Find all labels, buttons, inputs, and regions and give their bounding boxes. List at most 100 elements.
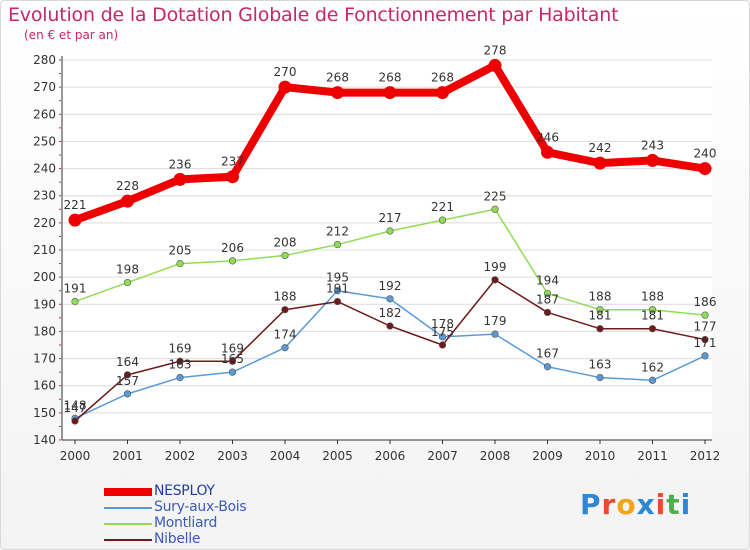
data-point <box>701 311 709 319</box>
x-tick-label: 2004 <box>270 449 301 463</box>
data-label: 268 <box>326 71 349 85</box>
data-label: 169 <box>221 341 244 355</box>
data-point <box>333 297 342 306</box>
data-point <box>121 194 134 208</box>
y-tick-label: 220 <box>33 216 56 230</box>
logo-letter: i <box>680 488 692 521</box>
data-point <box>488 58 502 72</box>
data-label: 198 <box>116 263 139 277</box>
logo-letter: x <box>636 488 656 521</box>
data-label: 188 <box>641 290 664 304</box>
y-tick-label: 210 <box>33 243 56 257</box>
data-label: 175 <box>431 325 454 339</box>
y-tick-label: 140 <box>33 433 56 447</box>
data-point <box>541 145 554 159</box>
data-label: 169 <box>169 341 192 355</box>
legend-label: NESPLOY <box>154 483 215 499</box>
y-tick-label: 260 <box>33 107 56 121</box>
data-point <box>646 153 659 167</box>
data-point <box>491 330 499 338</box>
data-point <box>543 289 552 298</box>
logo-letter: P <box>580 488 602 521</box>
data-label: 208 <box>274 235 297 249</box>
data-point <box>123 278 132 287</box>
data-label: 195 <box>326 271 349 285</box>
data-point <box>438 216 447 224</box>
chart-subtitle: (en € et par an) <box>24 28 119 42</box>
data-point <box>71 417 79 425</box>
data-label: 242 <box>589 141 612 155</box>
data-point <box>281 306 289 314</box>
data-point <box>648 306 657 314</box>
data-label: 163 <box>589 358 612 372</box>
data-label: 171 <box>694 336 717 350</box>
plot-area <box>62 56 712 440</box>
y-tick-label: 270 <box>33 80 56 94</box>
data-label: 188 <box>274 290 297 304</box>
y-tick-label: 240 <box>33 162 56 176</box>
data-point <box>648 325 657 333</box>
data-label: 181 <box>641 309 664 323</box>
data-label: 199 <box>484 260 507 274</box>
y-tick-label: 230 <box>33 189 56 203</box>
data-label: 212 <box>326 225 349 239</box>
data-point <box>438 333 447 341</box>
y-tick-label: 150 <box>33 406 56 420</box>
data-label: 163 <box>169 358 192 372</box>
data-label: 162 <box>641 360 664 374</box>
data-label: 268 <box>431 71 454 85</box>
data-label: 191 <box>326 282 349 296</box>
data-label: 177 <box>694 320 717 334</box>
data-point <box>71 297 79 306</box>
data-label: 237 <box>221 155 244 169</box>
data-label: 221 <box>431 200 454 214</box>
data-point <box>281 344 289 352</box>
x-tick-label: 2009 <box>532 449 563 463</box>
data-label: 174 <box>274 328 297 342</box>
logo-letter: i <box>655 488 667 521</box>
data-point <box>596 306 604 314</box>
x-tick-label: 2006 <box>375 449 406 463</box>
data-point <box>698 162 712 176</box>
data-point <box>228 257 237 265</box>
data-point <box>701 352 709 360</box>
data-point <box>176 259 184 268</box>
x-tick-label: 2002 <box>165 449 196 463</box>
data-point <box>596 373 604 382</box>
data-point <box>543 308 552 317</box>
y-tick-label: 280 <box>33 53 56 67</box>
data-point <box>278 80 292 94</box>
chart-title: Evolution de la Dotation Globale de Fonc… <box>8 4 619 26</box>
y-tick-label: 170 <box>33 352 56 366</box>
data-label: 192 <box>379 279 402 293</box>
data-label: 243 <box>641 138 664 152</box>
data-point <box>331 86 344 100</box>
data-label: 191 <box>64 282 87 296</box>
y-tick-label: 180 <box>33 324 56 338</box>
data-label: 205 <box>169 244 192 258</box>
y-tick-label: 250 <box>33 134 56 148</box>
data-point <box>491 205 499 213</box>
x-tick-label: 2011 <box>637 449 668 463</box>
data-point <box>281 251 289 260</box>
x-tick-label: 2007 <box>427 449 458 463</box>
data-point <box>386 295 394 303</box>
data-label: 178 <box>431 317 454 331</box>
data-label: 182 <box>379 306 402 320</box>
data-label: 167 <box>536 347 559 361</box>
data-label: 225 <box>484 189 507 203</box>
data-point <box>228 368 237 376</box>
data-label: 240 <box>694 147 717 161</box>
x-tick-label: 2001 <box>112 449 143 463</box>
data-point <box>701 335 709 344</box>
data-label: 164 <box>116 355 139 369</box>
y-tick-label: 200 <box>33 270 56 284</box>
data-label: 228 <box>116 179 139 193</box>
x-tick-label: 2000 <box>60 449 91 463</box>
logo-letter: t <box>666 488 681 521</box>
logo-letter: o <box>616 488 637 521</box>
x-tick-label: 2005 <box>322 449 353 463</box>
data-point <box>386 227 394 235</box>
data-label: 278 <box>484 43 507 57</box>
